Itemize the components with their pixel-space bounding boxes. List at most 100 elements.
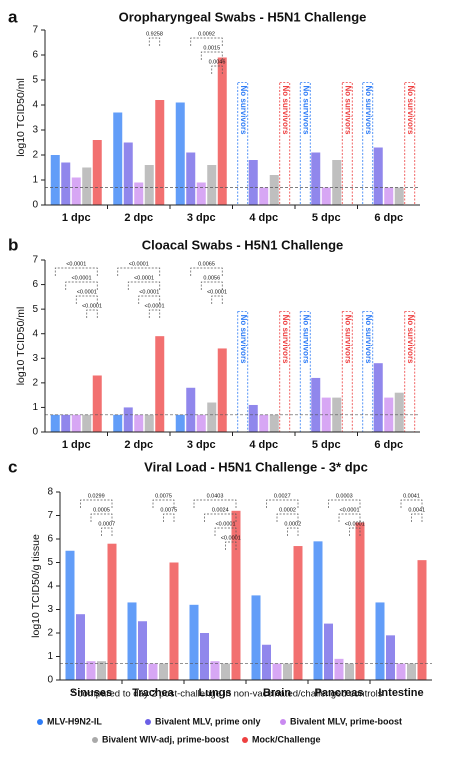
significance-bracket — [163, 513, 175, 522]
legend-swatch — [37, 719, 43, 725]
y-tick-label: 5 — [32, 75, 38, 86]
x-tick-label: 1 dpc — [62, 212, 91, 224]
p-value: <0.0001 — [221, 535, 241, 541]
bar — [355, 522, 365, 680]
bar — [394, 392, 404, 432]
y-tick-label: 6 — [32, 279, 38, 290]
bar — [175, 414, 185, 432]
significance-bracket — [190, 267, 223, 276]
significance-bracket — [152, 499, 175, 508]
significance-bracket — [211, 295, 223, 304]
bar — [196, 182, 206, 205]
bar — [148, 663, 158, 680]
p-value: <0.0001 — [207, 289, 227, 295]
p-value: 0.0092 — [198, 31, 215, 37]
bar — [207, 402, 217, 432]
x-tick-label: 2 dpc — [124, 212, 153, 224]
significance-bracket — [214, 527, 237, 536]
x-tick-label: 6 dpc — [374, 212, 403, 224]
no-survivors-label: No survivors — [239, 315, 248, 364]
y-tick-label: 2 — [32, 377, 38, 388]
p-value: <0.0001 — [77, 289, 97, 295]
significance-bracket — [200, 51, 223, 60]
bar — [50, 155, 60, 205]
y-tick-label: 3 — [47, 604, 53, 615]
bar — [65, 550, 75, 680]
legend-label: MLV-H9N2-IL — [47, 716, 102, 726]
panel-label: a — [8, 7, 18, 26]
bar — [217, 348, 227, 432]
x-tick-label: 6 dpc — [374, 439, 403, 451]
p-value: <0.0001 — [66, 261, 86, 267]
significance-bracket — [127, 281, 161, 290]
p-value: <0.0001 — [82, 303, 102, 309]
bar — [311, 152, 321, 205]
bar — [86, 661, 96, 680]
bar — [394, 187, 404, 205]
p-value: 0.9258 — [146, 31, 163, 37]
p-value: 0.0056 — [203, 275, 220, 281]
bar — [293, 546, 303, 680]
bar — [407, 663, 416, 680]
x-tick-label: Trachea — [132, 687, 174, 699]
legend-label: Bivalent MLV, prime-boost — [290, 716, 402, 726]
significance-bracket — [138, 295, 161, 304]
y-tick-label: 4 — [47, 581, 53, 592]
x-tick-label: Lungs — [199, 687, 232, 699]
no-survivors-label: No survivors — [302, 315, 311, 364]
bar — [231, 510, 241, 680]
y-tick-label: 4 — [32, 100, 38, 111]
significance-bracket — [75, 295, 98, 304]
bar — [210, 661, 220, 680]
no-survivors-label: No survivors — [281, 86, 290, 135]
p-value: <0.0001 — [144, 303, 164, 309]
bar — [97, 661, 106, 680]
x-tick-label: 2 dpc — [124, 439, 153, 451]
bar — [123, 407, 133, 432]
bar — [92, 375, 102, 432]
bar — [82, 167, 92, 205]
p-value: 0.0002 — [279, 507, 296, 513]
x-tick-label: 3 dpc — [187, 439, 216, 451]
p-value: 0.0024 — [212, 507, 229, 513]
significance-bracket — [276, 513, 299, 522]
p-value: 0.0041 — [403, 493, 420, 499]
y-tick-label: 7 — [32, 255, 38, 266]
bar — [384, 397, 394, 432]
bar — [269, 175, 279, 205]
bar — [113, 414, 123, 432]
no-survivors-box — [341, 311, 353, 433]
bar — [384, 187, 394, 205]
bar — [311, 377, 321, 432]
bar — [345, 663, 354, 680]
x-tick-label: 4 dpc — [249, 212, 278, 224]
p-value: 0.0027 — [274, 493, 291, 499]
significance-bracket — [328, 499, 361, 508]
panel-label: b — [8, 235, 18, 254]
y-tick-label: 1 — [47, 651, 53, 662]
bar — [396, 663, 406, 680]
bar — [144, 165, 154, 205]
p-value: 0.0002 — [284, 521, 301, 527]
significance-bracket — [211, 65, 223, 74]
p-value: <0.0001 — [134, 275, 154, 281]
x-tick-label: 5 dpc — [312, 439, 341, 451]
bar — [386, 635, 395, 680]
bar — [155, 336, 165, 432]
significance-bracket — [193, 499, 237, 508]
bar — [71, 177, 81, 205]
y-axis-label: log10 TCID50/ml — [15, 307, 27, 386]
y-tick-label: 5 — [32, 304, 38, 315]
chart-title: Cloacal Swabs - H5N1 Challenge — [142, 237, 344, 252]
bar — [332, 160, 342, 205]
bar — [269, 414, 279, 432]
no-survivors-label: No survivors — [406, 86, 415, 135]
bar — [189, 604, 199, 680]
x-tick-label: Pancreas — [315, 687, 364, 699]
significance-bracket — [204, 513, 237, 522]
legend-swatch — [242, 737, 248, 743]
bar — [200, 633, 209, 680]
p-value: 0.0005 — [93, 507, 110, 513]
x-tick-label: Intestine — [378, 687, 423, 699]
p-value: 0.0075 — [155, 493, 172, 499]
